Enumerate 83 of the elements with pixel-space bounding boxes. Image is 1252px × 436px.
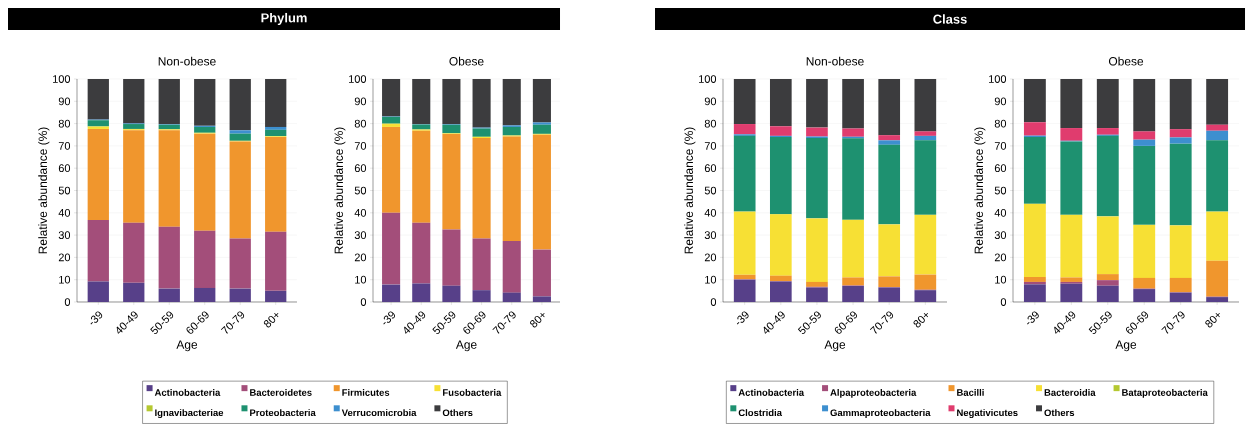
chart-subtitle: Non-obese	[806, 56, 864, 66]
x-tick-label: -39	[90, 311, 103, 325]
x-tick-label: 80+	[1205, 312, 1220, 328]
y-tick-label: 10	[59, 275, 71, 284]
legend-label: Gammaproteobacteria	[830, 409, 931, 418]
y-tick-label: 90	[58, 97, 71, 106]
legend-label: Negativicutes	[957, 409, 1018, 418]
y-tick-label: 30	[994, 231, 1007, 239]
y-tick-label: 90	[354, 97, 367, 106]
x-axis-title: Age	[176, 340, 198, 352]
legend-label: Firmicutes	[342, 388, 390, 396]
y-tick-label: 70	[994, 142, 1007, 150]
y-tick-label: 50	[58, 186, 71, 195]
y-tick-label: 30	[354, 231, 367, 239]
x-tick-label: 80+	[263, 312, 279, 328]
y-tick-label: 60	[58, 164, 71, 173]
legend-label: Bacilli	[957, 388, 984, 396]
chart-subtitle: Non-obese	[158, 56, 216, 66]
legend-label: Proteobacteria	[250, 409, 316, 417]
y-tick-label: 10	[355, 275, 367, 284]
y-tick-label: 60	[704, 164, 717, 173]
legend-label: Bacteroidia	[1044, 388, 1096, 396]
y-tick-label: 40	[354, 208, 367, 217]
x-axis-title: Age	[824, 340, 846, 352]
y-tick-label: 80	[994, 119, 1007, 128]
chart-title: Class	[933, 14, 967, 24]
y-tick-label: 0	[1000, 298, 1007, 306]
y-tick-label: 20	[354, 253, 367, 262]
legend-label: Others	[442, 409, 473, 417]
x-tick-label: -39	[1027, 311, 1039, 325]
y-tick-label: 40	[58, 208, 71, 217]
x-axis-title: Age	[1115, 340, 1137, 352]
y-tick-label: 90	[994, 97, 1007, 106]
legend-label: Others	[1044, 409, 1075, 417]
y-tick-label: 50	[704, 186, 717, 195]
x-tick-label: -39	[383, 311, 396, 325]
y-tick-label: 70	[354, 142, 367, 150]
y-tick-label: 60	[354, 164, 367, 173]
legend-label: Fusobacteria	[443, 388, 502, 396]
y-tick-label: 70	[704, 142, 717, 150]
legend-label: Ignavibacteriae	[155, 409, 224, 418]
y-tick-label: 0	[64, 298, 71, 306]
y-tick-label: 100	[53, 75, 71, 83]
legend-label: Actinobacteria	[738, 388, 805, 396]
y-axis-title: Relative abundance (%)	[974, 127, 986, 254]
y-tick-label: 100	[699, 75, 717, 83]
y-tick-label: 0	[360, 298, 367, 306]
chart-subtitle: Obese	[449, 56, 484, 66]
y-tick-label: 20	[994, 253, 1007, 262]
legend-label: Alpaproteobacteria	[830, 388, 917, 398]
y-tick-label: 0	[710, 298, 717, 306]
y-tick-label: 30	[704, 231, 717, 239]
x-tick-label: 80+	[530, 312, 545, 328]
x-tick-label: -39	[736, 311, 749, 325]
y-tick-label: 60	[994, 164, 1007, 173]
y-tick-label: 80	[704, 119, 717, 128]
y-tick-label: 80	[354, 119, 367, 128]
y-tick-label: 100	[989, 75, 1007, 83]
y-tick-label: 50	[354, 186, 367, 195]
x-tick-label: 80+	[913, 312, 929, 328]
y-tick-label: 40	[704, 208, 717, 217]
y-axis-title: Relative abundance (%)	[38, 127, 50, 254]
y-axis-title: Relative abundance (%)	[334, 127, 346, 254]
legend-label: Actinobacteria	[154, 388, 221, 396]
legend-label: Bacteroidetes	[250, 388, 312, 396]
legend-label: Clostridia	[738, 409, 783, 417]
y-tick-label: 20	[704, 253, 717, 262]
y-tick-label: 20	[58, 253, 71, 262]
legend-label: Bataproteobacteria	[1122, 388, 1208, 398]
y-tick-label: 100	[349, 75, 367, 83]
y-tick-label: 50	[994, 186, 1007, 195]
y-tick-label: 90	[704, 97, 717, 106]
chart-subtitle: Obese	[1108, 56, 1144, 66]
y-tick-label: 70	[58, 142, 71, 150]
y-axis-title: Relative abundance (%)	[684, 127, 696, 254]
y-tick-label: 40	[994, 208, 1007, 217]
y-tick-label: 10	[995, 275, 1007, 284]
y-tick-label: 80	[58, 119, 71, 128]
y-tick-label: 30	[58, 231, 71, 239]
x-axis-title: Age	[455, 340, 477, 352]
y-tick-label: 10	[705, 275, 717, 284]
chart-title: Phylum	[261, 12, 307, 26]
legend-label: Verrucomicrobia	[341, 409, 417, 417]
